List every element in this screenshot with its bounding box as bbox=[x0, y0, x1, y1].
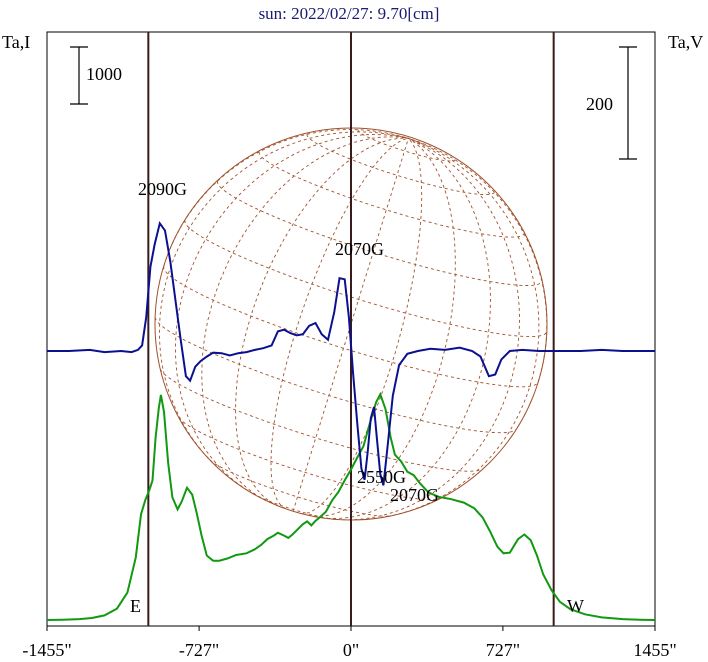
series-line-polarization bbox=[47, 220, 655, 486]
meridian-line bbox=[235, 137, 409, 507]
series-line-intensity bbox=[46, 391, 656, 621]
annotation-2070g-center: 2070G bbox=[335, 239, 384, 259]
parallel-line bbox=[178, 417, 441, 501]
x-tick-label: -1455" bbox=[22, 640, 71, 660]
chart-title: sun: 2022/02/27: 9.70[cm] bbox=[259, 4, 440, 23]
x-tick-label: 727" bbox=[486, 640, 520, 660]
y-label-left: Ta,I bbox=[2, 32, 30, 52]
annotation-2070g-right: 2070G bbox=[390, 485, 439, 505]
limb-label-east: E bbox=[130, 596, 141, 616]
parallel-line bbox=[357, 129, 456, 162]
meridian-line bbox=[292, 138, 409, 512]
meridian-line bbox=[158, 131, 409, 468]
parallel-line bbox=[159, 368, 484, 472]
parallel-line bbox=[154, 317, 517, 434]
x-axis-ticks: -1455" -727" 0" 727" 1455" bbox=[22, 626, 677, 660]
parallel-line bbox=[306, 134, 495, 196]
parallel-line bbox=[258, 151, 525, 238]
x-tick-label: 0" bbox=[343, 640, 359, 660]
scale-bar-left bbox=[70, 46, 88, 105]
annotation-2550g: 2550G bbox=[357, 467, 406, 487]
meridian-line bbox=[307, 137, 456, 517]
limb-label-west: W bbox=[567, 596, 584, 616]
parallel-line bbox=[184, 219, 548, 338]
parallel-line bbox=[252, 493, 337, 520]
x-tick-label: -727" bbox=[179, 640, 219, 660]
meridian-line bbox=[300, 137, 423, 515]
parallel-line bbox=[163, 266, 539, 388]
parallel-line bbox=[216, 180, 543, 286]
scale-bar-left-label: 1000 bbox=[86, 64, 122, 84]
x-tick-label: 1455" bbox=[633, 640, 676, 660]
reference-lines bbox=[147, 32, 555, 626]
meridian-line bbox=[381, 137, 540, 519]
meridian-line bbox=[175, 134, 409, 494]
meridian-line bbox=[321, 137, 491, 519]
parallel-line bbox=[209, 459, 391, 517]
meridian-line bbox=[270, 137, 409, 510]
annotation-2090g: 2090G bbox=[138, 179, 187, 199]
y-label-right: Ta,V bbox=[668, 32, 703, 52]
scale-bar-right bbox=[619, 46, 637, 160]
scale-bar-right-label: 200 bbox=[586, 94, 613, 114]
meridian-line bbox=[336, 137, 520, 521]
